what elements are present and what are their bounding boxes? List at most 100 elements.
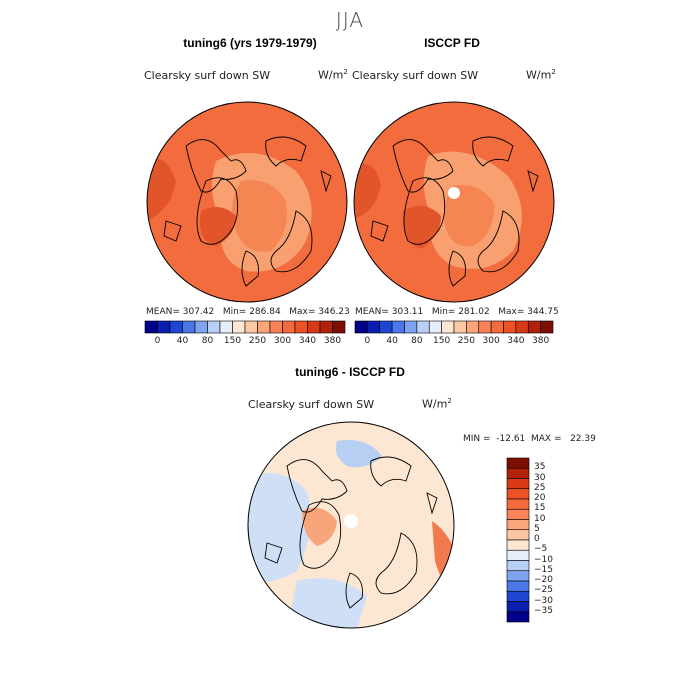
map1-field-mid: [232, 180, 287, 252]
polar-map-diff: [247, 421, 455, 629]
colorbar-obs-tick-label: 0: [364, 336, 371, 346]
colorbar-diff-swatch: [506, 560, 530, 572]
colorbar-model: [144, 320, 346, 334]
colorbar-diff-swatch: [506, 488, 530, 500]
colorbar-model-swatch: [194, 320, 208, 334]
colorbar-model-swatch: [169, 320, 183, 334]
colorbar-model-swatch: [282, 320, 296, 334]
colorbar-diff-swatch: [506, 478, 530, 490]
map2-missing-pole: [448, 187, 460, 199]
colorbar-obs-tick-label: 380: [532, 336, 550, 346]
colorbar-obs-swatch: [490, 320, 504, 334]
colorbar-model-tick-label: 380: [323, 336, 342, 346]
panel2-title: ISCCP FD: [424, 36, 480, 50]
colorbar-diff-swatch: [506, 467, 530, 479]
figure-title: JJA: [335, 8, 365, 32]
colorbar-diff-swatch: [506, 601, 530, 613]
colorbar-diff-swatch: [506, 508, 530, 520]
colorbar-model-swatch: [294, 320, 308, 334]
colorbar-obs-ticks: 0 40 80 150 250 300 340 380: [355, 336, 553, 348]
colorbar-diff: [506, 457, 530, 623]
panel2-units: W/m2: [526, 68, 556, 82]
colorbar-obs-tick-label: 250: [457, 336, 475, 346]
colorbar-model-tick-label: 150: [223, 336, 242, 346]
colorbar-obs-swatch: [404, 320, 418, 334]
colorbar-diff-tick-label: −35: [534, 605, 553, 616]
colorbar-diff-swatch: [506, 519, 530, 531]
panel1-units: W/m2: [318, 68, 348, 82]
colorbar-obs: [354, 320, 554, 334]
colorbar-model-tick-label: 300: [273, 336, 292, 346]
colorbar-diff-tick-label: −15: [534, 564, 553, 575]
panel1-units-exp: 2: [343, 68, 348, 76]
colorbar-diff-ticks: 35 30 25 20 15 10 5 0 −5 −10 −15 −20 −25 −30 −35: [534, 458, 574, 622]
panel2-stats: MEAN= 303.11 Min= 281.02 Max= 344.75: [355, 307, 559, 317]
panel3-units-base: W/m: [422, 397, 448, 411]
colorbar-model-tick-label: 250: [248, 336, 267, 346]
map2-coastlines: [370, 136, 539, 287]
colorbar-obs-swatch: [379, 320, 393, 334]
colorbar-model-swatch: [219, 320, 233, 334]
colorbar-diff-tick-label: 35: [534, 462, 546, 473]
polar-map-obs: [353, 101, 555, 303]
colorbar-diff-tick-label: 15: [534, 503, 546, 514]
colorbar-obs-tick-label: 80: [411, 336, 423, 346]
panel3-stats: MIN = -12.61 MAX = 22.39: [463, 434, 596, 444]
panel2-variable: Clearsky surf down SW: [352, 69, 479, 82]
colorbar-diff-tick-label: −25: [534, 585, 553, 596]
colorbar-diff-tick-label: −30: [534, 595, 553, 606]
colorbar-diff-tick-label: 25: [534, 482, 546, 493]
colorbar-diff-tick-label: 0: [534, 534, 540, 544]
map2-field-dark2: [354, 163, 381, 219]
colorbar-model-swatch: [257, 320, 271, 334]
colorbar-obs-swatch: [540, 320, 554, 334]
map3-missing-pole: [344, 514, 358, 528]
colorbar-obs-swatch: [466, 320, 480, 334]
colorbar-model-swatch: [244, 320, 258, 334]
colorbar-model-swatch: [307, 320, 321, 334]
colorbar-obs-swatch: [354, 320, 368, 334]
panel3-units-exp: 2: [447, 397, 452, 405]
colorbar-model-swatch: [319, 320, 333, 334]
colorbar-obs-tick-label: 300: [482, 336, 500, 346]
colorbar-obs-swatch: [515, 320, 529, 334]
panel2-units-base: W/m: [526, 68, 552, 82]
colorbar-model-swatch: [157, 320, 171, 334]
panel3-variable: Clearsky surf down SW: [248, 398, 375, 411]
colorbar-diff-swatch: [506, 611, 530, 623]
panel2-units-exp: 2: [551, 68, 556, 76]
map3-field-blue-west: [248, 473, 311, 583]
colorbar-model-tick-label: 40: [176, 336, 189, 346]
colorbar-diff-swatch: [506, 570, 530, 582]
colorbar-obs-swatch: [453, 320, 467, 334]
colorbar-model-swatch: [269, 320, 283, 334]
colorbar-obs-tick-label: 150: [433, 336, 451, 346]
colorbar-diff-tick-label: 20: [534, 493, 546, 503]
map3-coastlines: [264, 456, 438, 609]
colorbar-diff-swatch: [506, 457, 530, 469]
colorbar-diff-swatch: [506, 590, 530, 602]
colorbar-obs-swatch: [416, 320, 430, 334]
map2-field-mid: [444, 185, 495, 247]
colorbar-model-swatch: [207, 320, 221, 334]
colorbar-model-swatch: [332, 320, 346, 334]
colorbar-diff-tick-label: −5: [534, 544, 548, 555]
colorbar-obs-swatch: [503, 320, 517, 334]
colorbar-obs-swatch: [441, 320, 455, 334]
panel1-variable: Clearsky surf down SW: [144, 69, 271, 82]
map1-field-dark2: [147, 158, 176, 221]
colorbar-obs-swatch: [428, 320, 442, 334]
colorbar-model-ticks: 0 40 80 150 250 300 340 380: [145, 336, 345, 348]
colorbar-model-swatch: [232, 320, 246, 334]
colorbar-obs-swatch: [391, 320, 405, 334]
panel1-units-base: W/m: [318, 68, 344, 82]
polar-map-model: [146, 101, 348, 303]
map3-field-blue-north: [335, 440, 382, 468]
colorbar-model-swatch: [182, 320, 196, 334]
colorbar-model-tick-label: 0: [154, 336, 161, 346]
colorbar-diff-swatch: [506, 549, 530, 561]
colorbar-diff-tick-label: 5: [534, 523, 540, 534]
map3-field-orange-center: [302, 507, 337, 546]
colorbar-obs-swatch: [367, 320, 381, 334]
colorbar-diff-tick-label: 30: [534, 472, 546, 483]
